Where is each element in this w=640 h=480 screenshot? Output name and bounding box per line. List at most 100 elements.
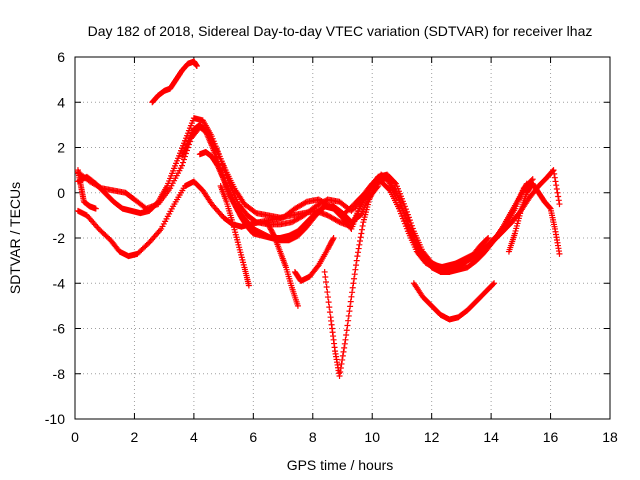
- data-point: [372, 182, 379, 189]
- data-point: [357, 238, 364, 245]
- series-sat-f: [149, 58, 200, 106]
- data-point: [335, 218, 342, 225]
- series-sat-g: [217, 182, 252, 289]
- data-point: [338, 360, 345, 367]
- y-tick-label: -10: [45, 411, 65, 427]
- data-point: [407, 219, 414, 226]
- x-tick-label: 16: [543, 429, 559, 445]
- data-point: [555, 197, 562, 204]
- data-point: [326, 309, 333, 316]
- data-point: [342, 336, 349, 343]
- data-point: [358, 230, 365, 237]
- y-tick-label: -2: [53, 230, 66, 246]
- data-point: [354, 253, 361, 260]
- data-point: [546, 204, 553, 211]
- data-point: [322, 273, 329, 280]
- data-point: [347, 298, 354, 305]
- data-point: [358, 226, 365, 233]
- x-tick-label: 4: [190, 429, 198, 445]
- data-point: [339, 352, 346, 359]
- data-point: [345, 312, 352, 319]
- y-tick-label: 0: [57, 185, 65, 201]
- x-tick-label: 12: [424, 429, 440, 445]
- data-point: [219, 161, 226, 168]
- data-point: [404, 211, 411, 218]
- data-point: [350, 280, 357, 287]
- y-tick-label: -6: [53, 321, 66, 337]
- data-point: [351, 275, 358, 282]
- data-point: [551, 170, 558, 177]
- data-point: [555, 193, 562, 200]
- data-point: [549, 167, 556, 174]
- data-point: [325, 299, 332, 306]
- x-tick-label: 8: [309, 429, 317, 445]
- y-tick-label: 6: [57, 49, 65, 65]
- data-point: [396, 199, 403, 206]
- data-point: [556, 201, 563, 208]
- y-tick-label: 2: [57, 140, 65, 156]
- data-point: [347, 303, 354, 310]
- data-point: [491, 280, 498, 287]
- data-point: [553, 185, 560, 192]
- data-point: [336, 373, 343, 380]
- data-point: [346, 308, 353, 315]
- data-point: [343, 327, 350, 334]
- data-point: [392, 179, 399, 186]
- data-point: [403, 208, 410, 215]
- data-point: [551, 174, 558, 181]
- data-point: [405, 214, 412, 221]
- data-point: [395, 196, 402, 203]
- y-tick-label: 4: [57, 94, 65, 110]
- x-tick-label: 0: [71, 429, 79, 445]
- data-point: [552, 178, 559, 185]
- x-tick-label: 2: [131, 429, 139, 445]
- data-point: [349, 289, 356, 296]
- x-tick-label: 14: [483, 429, 499, 445]
- data-point: [485, 235, 492, 241]
- series-sat-j: [321, 182, 379, 380]
- data-point: [353, 257, 360, 264]
- data-point: [339, 356, 346, 363]
- data-point: [324, 294, 331, 301]
- data-point: [314, 263, 321, 270]
- data-point: [302, 199, 309, 206]
- chart-title: Day 182 of 2018, Sidereal Day-to-day VTE…: [88, 23, 593, 39]
- x-tick-label: 18: [602, 429, 618, 445]
- data-point: [353, 262, 360, 269]
- data-point: [341, 344, 348, 351]
- data-point: [323, 284, 330, 291]
- data-point: [144, 240, 151, 247]
- data-point: [245, 282, 252, 289]
- data-point: [490, 281, 497, 288]
- data-point: [179, 162, 185, 169]
- x-tick-label: 10: [364, 429, 380, 445]
- data-point: [341, 340, 348, 347]
- series-sat-m: [74, 167, 99, 212]
- data-point: [326, 304, 333, 311]
- data-marks: [74, 58, 563, 380]
- data-point: [340, 348, 347, 355]
- data-point: [329, 236, 336, 243]
- data-point: [251, 209, 258, 216]
- x-axis-title: GPS time / hours: [287, 457, 394, 473]
- axis-ticks: 0 2 4 6 8 10 12 14 16 18 -10 -8 -6 -4 -2 0 2 4 6: [45, 49, 618, 445]
- data-point: [355, 249, 362, 256]
- series-sat-h: [265, 221, 301, 309]
- data-point: [409, 225, 416, 232]
- data-point: [337, 368, 344, 375]
- data-point: [401, 203, 408, 210]
- data-point: [294, 302, 301, 309]
- data-point: [351, 271, 358, 278]
- y-axis-title: SDTVAR / TECUs: [7, 182, 23, 294]
- x-tick-label: 6: [249, 429, 257, 445]
- y-tick-label: -4: [53, 275, 66, 291]
- data-point: [343, 332, 350, 339]
- data-point: [324, 289, 331, 296]
- data-point: [550, 167, 557, 174]
- series-sat-l: [505, 180, 563, 257]
- data-point: [344, 322, 351, 329]
- data-point: [337, 364, 344, 371]
- data-point: [553, 182, 560, 189]
- data-point: [402, 206, 409, 213]
